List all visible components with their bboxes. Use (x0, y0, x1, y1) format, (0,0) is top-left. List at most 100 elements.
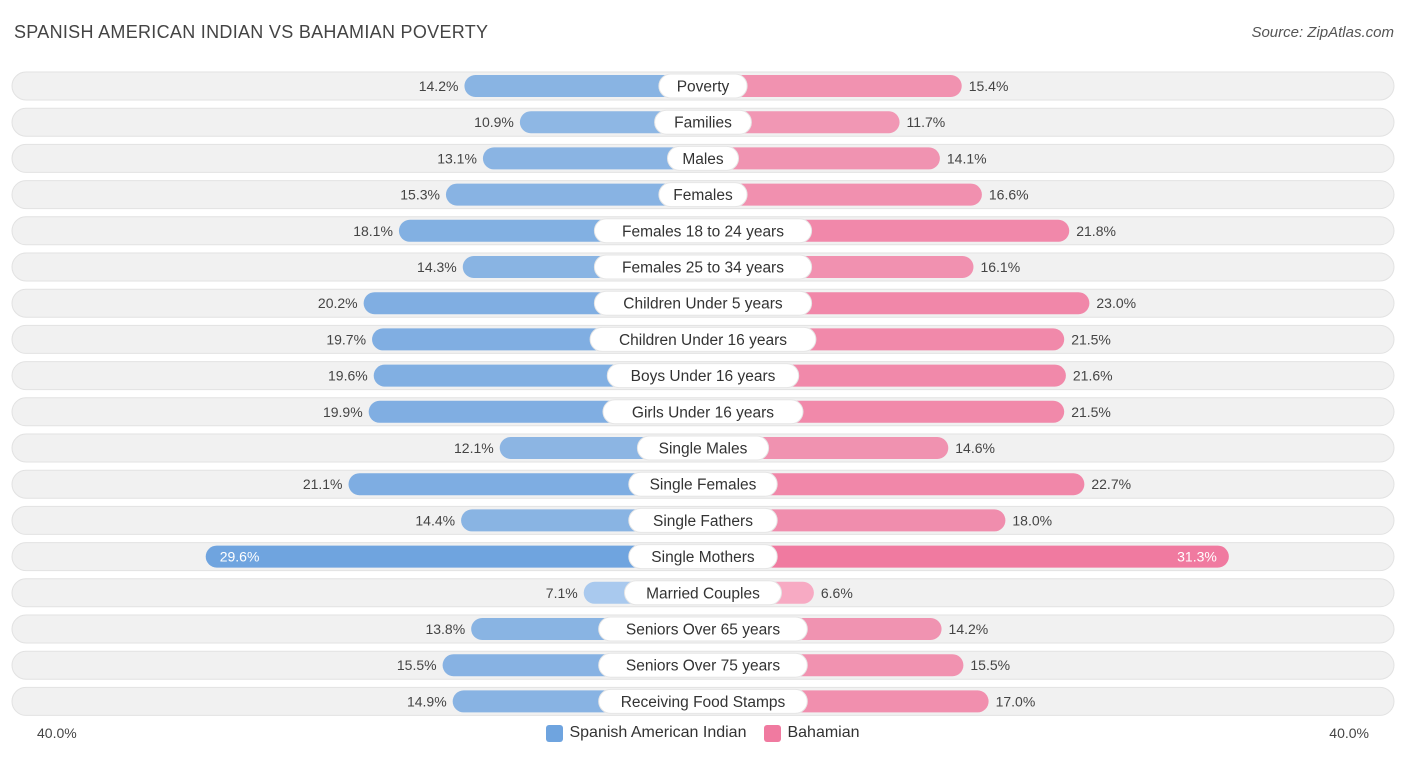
value-label-right: 14.1% (947, 150, 987, 166)
value-label-left: 19.7% (326, 331, 366, 347)
category-pill (602, 399, 804, 425)
value-label-left: 29.6% (220, 549, 260, 565)
value-label-left: 19.6% (328, 368, 368, 384)
value-label-right: 14.2% (949, 621, 989, 637)
row-seniors-over-65-years: 13.8% 14.2% Seniors Over 65 years (11, 614, 1395, 644)
axis-max-label: 40.0% (1329, 725, 1369, 741)
value-label-left: 14.2% (419, 78, 459, 94)
category-pill (636, 435, 770, 461)
value-label-right: 6.6% (821, 585, 853, 601)
axis-min-label: 40.0% (37, 725, 77, 741)
category-pill (593, 218, 813, 244)
row-married-couples: 7.1% 6.6% Married Couples (11, 578, 1395, 608)
legend-item-bahamian[interactable]: Bahamian (764, 724, 860, 742)
bar-right (703, 473, 1085, 496)
value-label-right: 22.7% (1091, 476, 1131, 492)
value-label-left: 14.9% (407, 693, 447, 709)
row-single-mothers: 29.6% 31.3% Single Mothers (11, 542, 1395, 572)
value-label-right: 21.5% (1071, 404, 1111, 420)
bar-left (482, 147, 703, 170)
category-label: Married Couples (646, 585, 760, 602)
row-males: 13.1% 14.1% Males (11, 143, 1395, 173)
value-label-right: 14.6% (955, 440, 995, 456)
category-label: Children Under 5 years (623, 296, 783, 313)
row-children-under-16-years: 19.7% 21.5% Children Under 16 years (11, 324, 1395, 354)
value-label-left: 21.1% (303, 476, 343, 492)
value-label-right: 15.5% (970, 657, 1010, 673)
legend-label-left: Spanish American Indian (569, 724, 747, 741)
row-children-under-5-years: 20.2% 23.0% Children Under 5 years (11, 288, 1395, 318)
category-label: Females 18 to 24 years (622, 223, 784, 240)
value-label-right: 18.0% (1012, 512, 1052, 528)
category-label: Single Males (659, 441, 748, 458)
value-label-left: 10.9% (474, 114, 514, 130)
row-single-females: 21.1% 22.7% Single Females (11, 469, 1395, 499)
category-pill (593, 290, 813, 316)
value-label-left: 13.8% (425, 621, 465, 637)
category-pill (593, 254, 813, 280)
category-label: Single Females (650, 477, 757, 494)
legend-label-right: Bahamian (787, 724, 860, 741)
category-label: Poverty (677, 79, 730, 96)
category-pill (628, 507, 778, 533)
category-pill (654, 109, 752, 135)
category-label: Families (674, 115, 732, 132)
source-credit: Source: ZipAtlas.com (1251, 24, 1394, 41)
category-pill (628, 471, 778, 497)
value-label-right: 16.1% (980, 259, 1020, 275)
value-label-right: 21.6% (1073, 368, 1113, 384)
bar-right (703, 147, 940, 170)
legend-item-spanish-american-indian[interactable]: Spanish American Indian (546, 724, 746, 742)
bar-right (703, 75, 962, 97)
value-label-right: 16.6% (989, 187, 1029, 203)
chart-title: SPANISH AMERICAN INDIAN VS BAHAMIAN POVE… (14, 22, 489, 42)
value-label-left: 12.1% (454, 440, 494, 456)
category-pill (598, 688, 808, 714)
value-label-right: 11.7% (907, 114, 946, 130)
category-pill (606, 363, 800, 389)
category-label: Girls Under 16 years (632, 404, 774, 421)
category-label: Single Fathers (653, 513, 753, 530)
value-label-left: 18.1% (353, 223, 393, 239)
category-pill (589, 326, 817, 352)
value-label-right: 21.5% (1071, 331, 1111, 347)
category-pill (598, 616, 808, 642)
bar-right (703, 183, 982, 206)
row-females-25-to-34-years: 14.3% 16.1% Females 25 to 34 years (11, 252, 1395, 282)
value-label-right: 15.4% (969, 78, 1009, 94)
value-label-right: 21.8% (1076, 223, 1116, 239)
category-label: Seniors Over 75 years (626, 658, 780, 675)
value-label-left: 13.1% (437, 150, 477, 166)
category-label: Children Under 16 years (619, 332, 787, 349)
row-females: 15.3% 16.6% Females (11, 180, 1395, 210)
row-boys-under-16-years: 19.6% 21.6% Boys Under 16 years (11, 361, 1395, 391)
row-single-fathers: 14.4% 18.0% Single Fathers (11, 505, 1395, 535)
row-families: 10.9% 11.7% Families (11, 107, 1395, 137)
category-label: Seniors Over 65 years (626, 622, 780, 639)
value-label-left: 20.2% (318, 295, 358, 311)
row-poverty: 14.2% 15.4% Poverty (11, 71, 1395, 101)
value-label-left: 14.3% (417, 259, 457, 275)
category-pill (658, 182, 748, 208)
category-pill (667, 145, 739, 171)
bar-right (703, 111, 900, 134)
category-label: Females (673, 187, 733, 204)
bar-left (205, 545, 703, 568)
category-label: Boys Under 16 years (631, 368, 776, 385)
bar-left (445, 183, 703, 206)
value-label-right: 23.0% (1096, 295, 1136, 311)
row-receiving-food-stamps: 14.9% 17.0% Receiving Food Stamps (11, 686, 1395, 716)
row-single-males: 12.1% 14.6% Single Males (11, 433, 1395, 463)
category-pill (658, 73, 748, 99)
row-seniors-over-75-years: 15.5% 15.5% Seniors Over 75 years (11, 650, 1395, 680)
category-label: Receiving Food Stamps (621, 694, 786, 711)
bar-left (464, 75, 703, 97)
value-label-left: 14.4% (415, 512, 455, 528)
row-girls-under-16-years: 19.9% 21.5% Girls Under 16 years (11, 397, 1395, 427)
category-label: Males (682, 151, 724, 168)
value-label-left: 7.1% (546, 585, 578, 601)
row-females-18-to-24-years: 18.1% 21.8% Females 18 to 24 years (11, 216, 1395, 246)
value-label-left: 19.9% (323, 404, 363, 420)
category-label: Females 25 to 34 years (622, 260, 784, 277)
